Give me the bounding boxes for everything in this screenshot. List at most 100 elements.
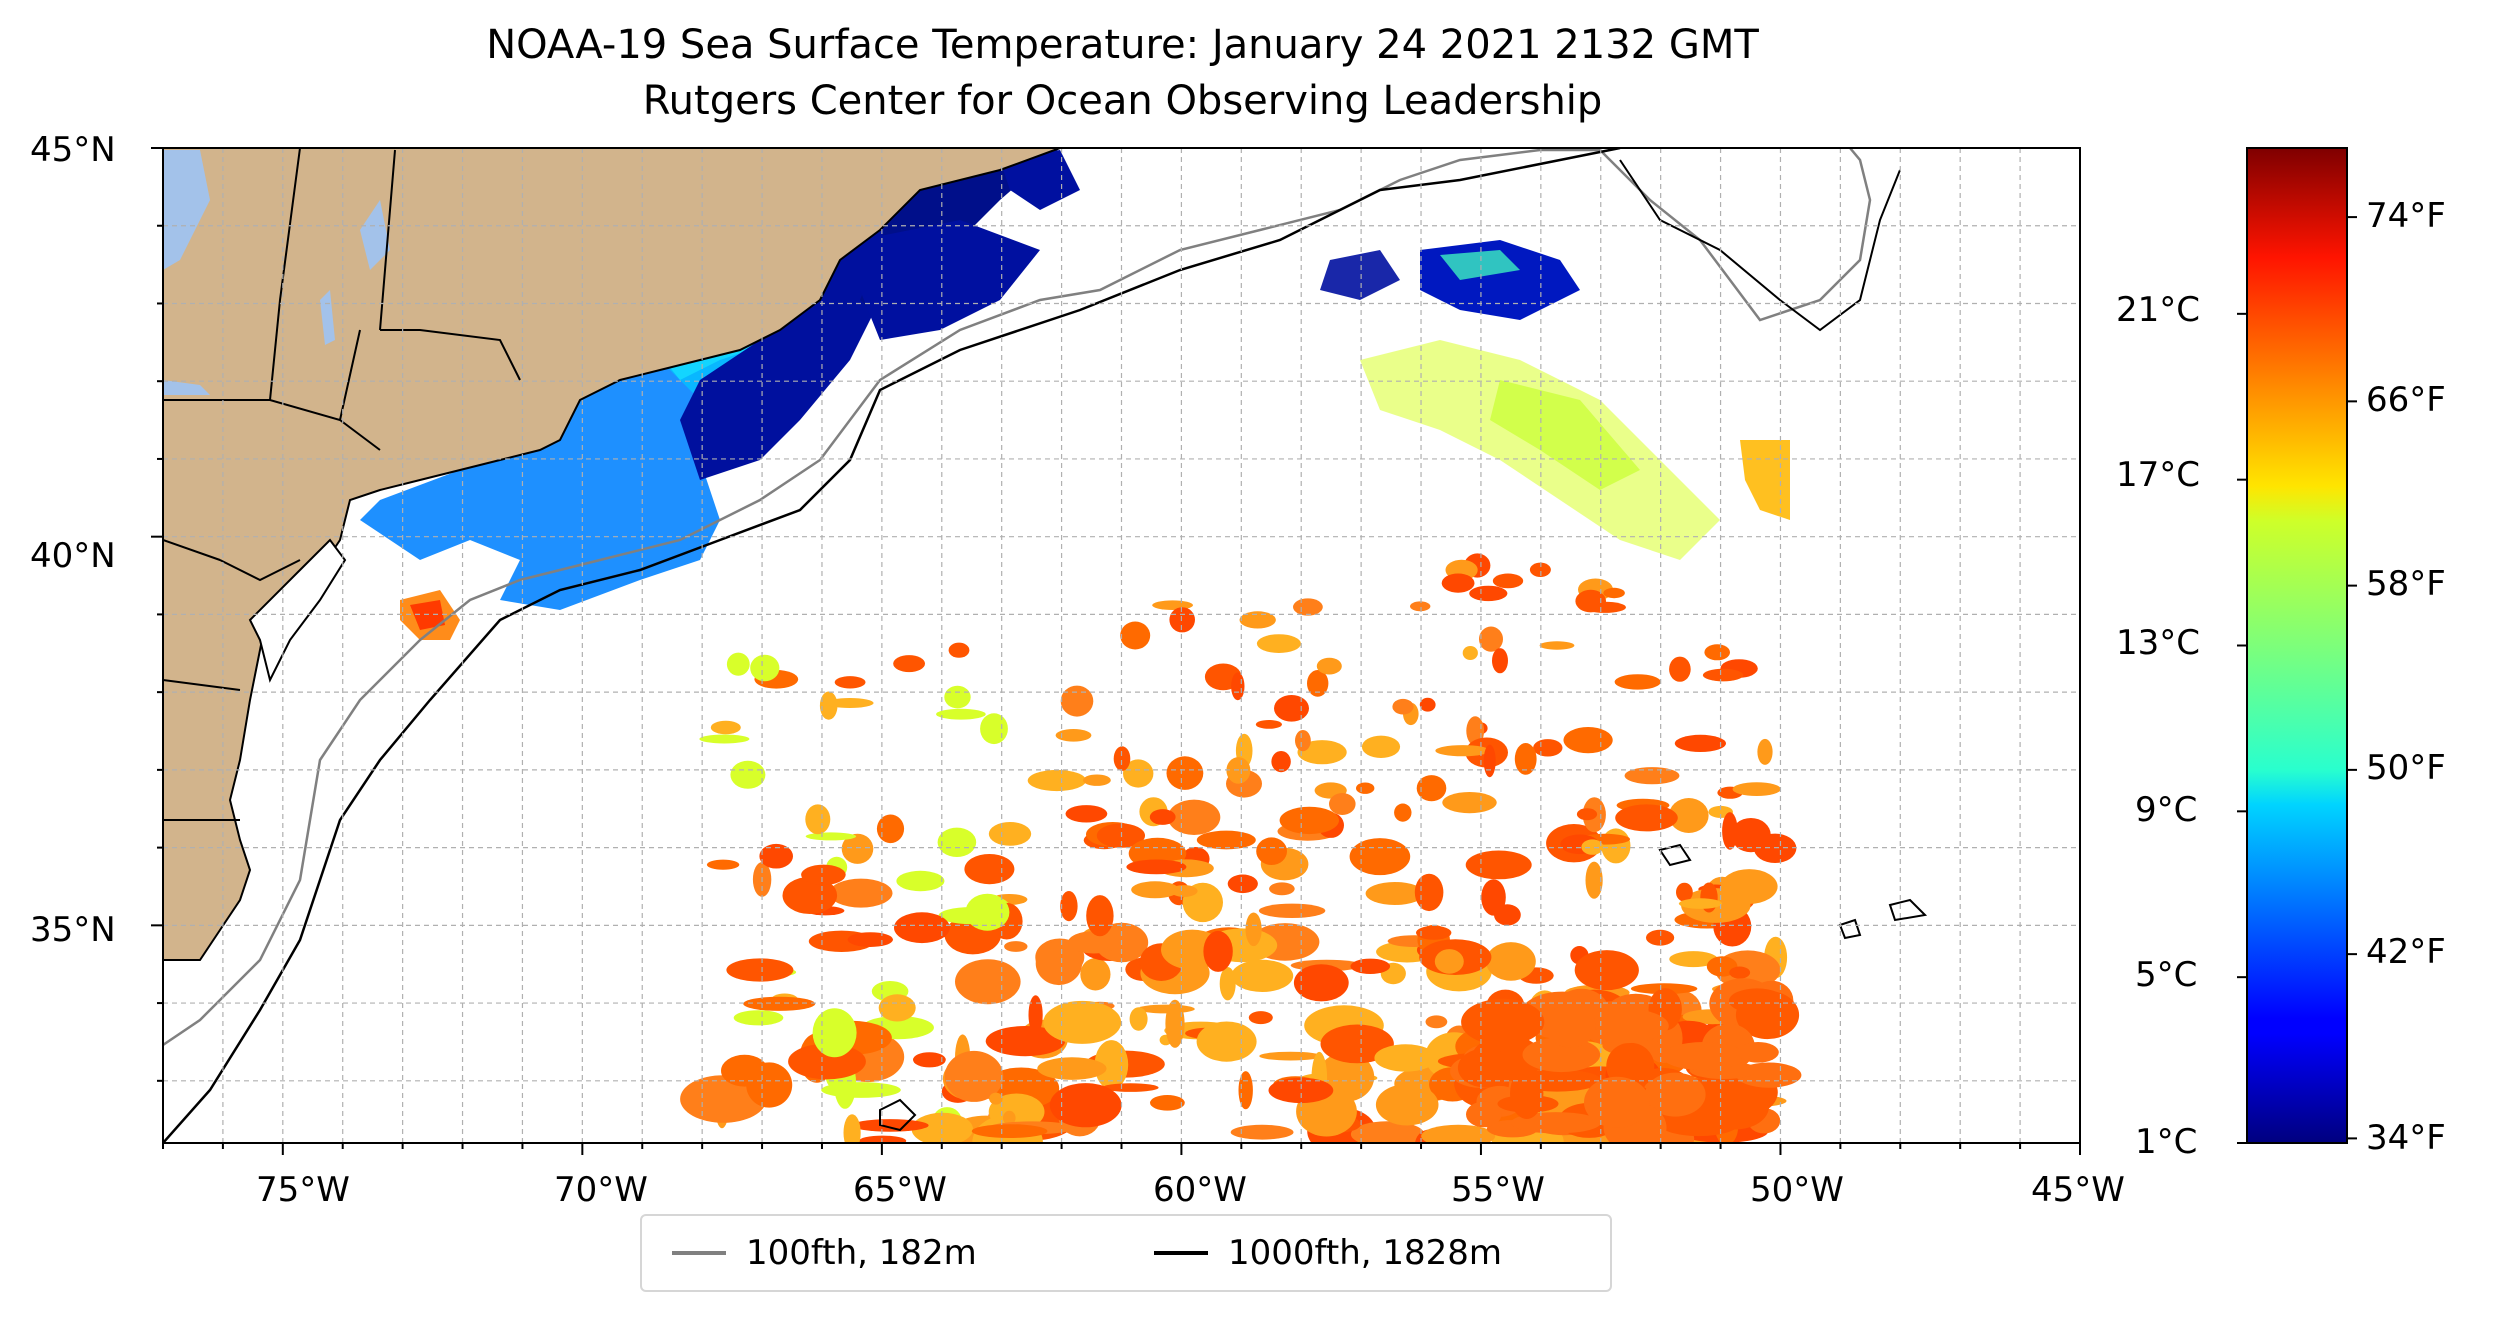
sst-speckle: [1230, 1124, 1294, 1140]
sst-speckle: [1165, 999, 1185, 1048]
sst-speckle: [893, 655, 925, 673]
sst-speckle: [1269, 882, 1295, 896]
sst-speckle: [1441, 573, 1475, 593]
sst-speckle: [1094, 1040, 1129, 1090]
sst-speckle: [1585, 861, 1603, 899]
sst-speckle: [1166, 756, 1204, 790]
sst-speckle: [1293, 598, 1323, 616]
sst-speckle: [1274, 695, 1309, 722]
sst-speckle: [1320, 1024, 1394, 1064]
colorbar-fahrenheit-label: 42°F: [2366, 932, 2446, 972]
sst-speckle: [1123, 759, 1154, 788]
sst-speckle: [1307, 670, 1329, 697]
lon-tick-label: 50°W: [1750, 1170, 1844, 1210]
sst-speckle: [1356, 782, 1375, 794]
sst-speckle: [1255, 720, 1282, 729]
sst-speckle: [1065, 805, 1108, 823]
sst-speckle: [805, 832, 857, 841]
sst-speckle: [1049, 1083, 1122, 1128]
sst-speckle: [1060, 685, 1094, 717]
sst-speckle: [1350, 1121, 1425, 1143]
sst-speckle: [1732, 782, 1781, 796]
sst-speckle: [1510, 1112, 1601, 1134]
sst-speckle: [1731, 818, 1771, 853]
sst-speckle: [1661, 1042, 1746, 1071]
sst-speckle: [1028, 995, 1043, 1035]
sst-speckle: [1669, 951, 1718, 968]
sst-speckle: [1457, 1048, 1513, 1088]
sst-speckle: [944, 1050, 1004, 1102]
sst-speckle: [1414, 873, 1444, 912]
sst-speckle: [1603, 587, 1625, 599]
sst-speckle: [1483, 744, 1496, 778]
sst-speckle: [1492, 573, 1524, 589]
sst-speckle: [1295, 730, 1311, 752]
sst-speckle: [876, 814, 905, 844]
sst-speckle: [1421, 1124, 1496, 1143]
sst-speckle: [1466, 1101, 1502, 1128]
sst-speckle: [1646, 929, 1675, 946]
sst-speckle: [1055, 729, 1092, 742]
sst-speckle: [819, 691, 838, 720]
sst-speckle: [1316, 657, 1342, 675]
sst-speckle: [1149, 809, 1176, 825]
sst-speckle: [1293, 964, 1349, 1002]
legend-label: 100fth, 182m: [746, 1233, 977, 1273]
sst-speckle: [894, 912, 950, 944]
colorbar-celsius-label: 13°C: [2116, 623, 2201, 663]
sst-speckle: [1131, 881, 1179, 899]
sst-speckle: [750, 654, 780, 682]
sst-speckle: [1268, 1077, 1334, 1104]
sst-speckle: [1350, 958, 1391, 974]
sst-speckle: [1349, 838, 1411, 876]
sst-speckle: [936, 708, 986, 720]
sst-speckle: [710, 720, 741, 735]
sst-speckle: [1037, 1057, 1107, 1080]
sst-speckle: [746, 1062, 793, 1108]
sst-speckle: [948, 642, 970, 658]
sst-speckle: [1529, 562, 1551, 577]
sst-speckle: [896, 870, 945, 892]
sst-speckle: [1539, 641, 1575, 650]
sst-speckle: [1259, 1051, 1322, 1061]
sst-speckle: [988, 822, 1032, 846]
sst-speckle: [834, 676, 866, 689]
sst-speckle: [1004, 941, 1028, 952]
sst-speckle: [1563, 727, 1613, 754]
sst-speckle: [1068, 931, 1120, 954]
sst-speckle: [1238, 1071, 1253, 1110]
sst-speckle: [1584, 1076, 1650, 1128]
sst-speckle: [1702, 668, 1744, 682]
sst-speckle: [1514, 743, 1537, 775]
legend-item-100fth: 100fth, 182m: [672, 1216, 977, 1290]
sst-speckle: [1466, 716, 1485, 746]
sst-speckle: [1231, 672, 1245, 701]
sst-speckle: [826, 698, 874, 708]
sst-speckle: [1245, 912, 1262, 947]
sst-speckle: [980, 713, 1008, 745]
sst-speckle: [1167, 799, 1221, 835]
sst-speckle: [1434, 949, 1464, 974]
map-subtitle: Rutgers Center for Ocean Observing Leade…: [642, 78, 1603, 124]
sst-speckle: [911, 1112, 973, 1143]
sst-northern-green-patches: [1360, 340, 1790, 560]
sst-speckle: [1258, 903, 1326, 918]
sst-speckle: [1083, 774, 1111, 786]
sst-speckle: [1462, 646, 1478, 660]
bathymetry-contours: [163, 148, 1928, 1143]
legend-line-black: [1154, 1251, 1208, 1255]
sst-speckle: [843, 1114, 861, 1143]
lat-tick-label: 40°N: [30, 536, 116, 576]
sst-speckle: [1279, 806, 1340, 835]
map-axis-ticks: [151, 147, 2081, 1155]
colorbar-fahrenheit-label: 50°F: [2366, 748, 2446, 788]
sst-speckle: [1102, 1083, 1159, 1092]
sst-speckle: [1256, 634, 1301, 653]
map-title: NOAA-19 Sea Surface Temperature: January…: [486, 22, 1759, 68]
sst-speckle: [1575, 589, 1606, 613]
sst-speckle: [1576, 808, 1598, 821]
sst-speckle: [1614, 674, 1661, 690]
sst-speckle: [1492, 648, 1508, 674]
lon-tick-label: 55°W: [1451, 1170, 1545, 1210]
